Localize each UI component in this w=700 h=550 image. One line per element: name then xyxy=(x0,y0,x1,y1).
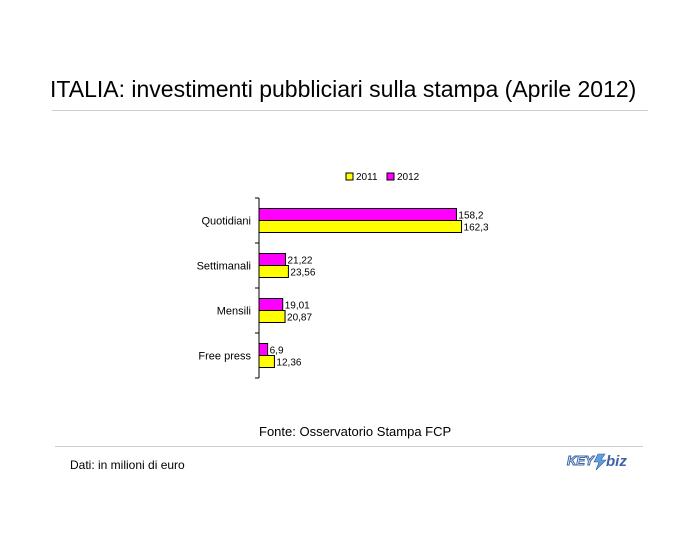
bar-2012 xyxy=(258,253,286,266)
bar-2011 xyxy=(258,310,286,323)
category-label: Mensili xyxy=(217,306,251,318)
source-text: Fonte: Osservatorio Stampa FCP xyxy=(259,424,452,439)
data-label-2011: 162,3 xyxy=(464,223,489,234)
bar-2012 xyxy=(258,298,284,311)
data-label-2012: 158,2 xyxy=(458,211,483,222)
data-label-2012: 19,01 xyxy=(285,301,310,312)
legend-swatch-2012 xyxy=(386,172,395,181)
data-label-2011: 12,36 xyxy=(276,358,301,369)
legend-swatch-2011 xyxy=(345,172,354,181)
data-label-2011: 20,87 xyxy=(287,313,312,324)
svg-text:KEY: KEY xyxy=(567,453,595,468)
page-title: ITALIA: investimenti pubbliciari sulla s… xyxy=(50,76,637,102)
data-label-2012: 6,9 xyxy=(270,346,284,357)
data-label-2012: 21,22 xyxy=(287,256,312,267)
category-label: Settimanali xyxy=(197,261,251,273)
bar-2011 xyxy=(258,265,289,278)
bar-2012 xyxy=(258,208,457,221)
footer-divider xyxy=(55,446,643,447)
svg-text:biz: biz xyxy=(606,453,627,470)
legend-label-2011: 2011 xyxy=(356,172,378,183)
category-label: Quotidiani xyxy=(201,216,251,228)
bar-2011 xyxy=(258,355,275,368)
key4biz-logo: KEY biz xyxy=(567,453,627,471)
title-divider xyxy=(52,110,648,111)
bar-2011 xyxy=(258,220,463,233)
unit-note: Dati: in milioni di euro xyxy=(70,458,185,472)
bar-2012 xyxy=(258,343,269,356)
category-label: Free press xyxy=(198,351,251,363)
data-label-2011: 23,56 xyxy=(290,268,315,279)
legend-label-2012: 2012 xyxy=(397,172,420,183)
